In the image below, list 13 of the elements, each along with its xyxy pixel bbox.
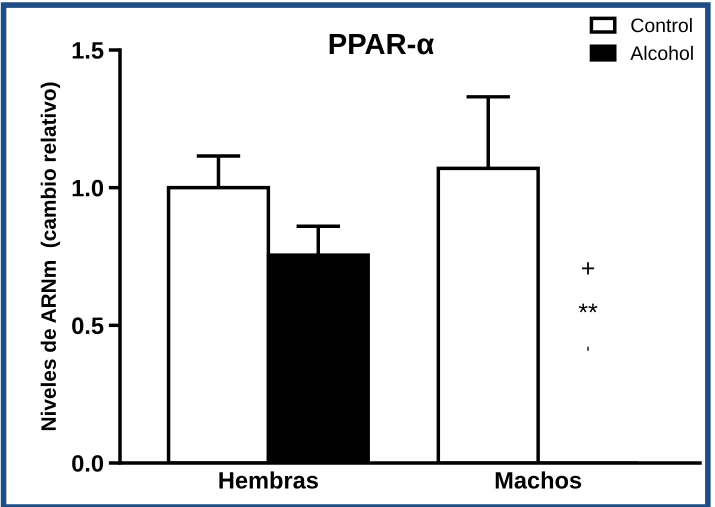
- y-tick-label: 1.5: [72, 42, 104, 59]
- legend-label: Control: [631, 18, 692, 32]
- chart-title: PPAR-α: [330, 34, 434, 54]
- y-tick-label: 0.0: [72, 455, 104, 472]
- y-tick-label: 1.0: [72, 180, 104, 196]
- annotation: +: [582, 262, 594, 275]
- y-axis-title: Niveles de ARNm (cambio relativo): [40, 82, 60, 430]
- annotation: ˈ: [587, 346, 589, 351]
- annotation: **: [578, 304, 598, 312]
- legend-label: Alcohol: [630, 46, 693, 60]
- x-tick-label: Hembras: [219, 471, 318, 489]
- x-tick-label: Machos: [496, 471, 582, 489]
- y-tick-label: 0.5: [72, 317, 104, 334]
